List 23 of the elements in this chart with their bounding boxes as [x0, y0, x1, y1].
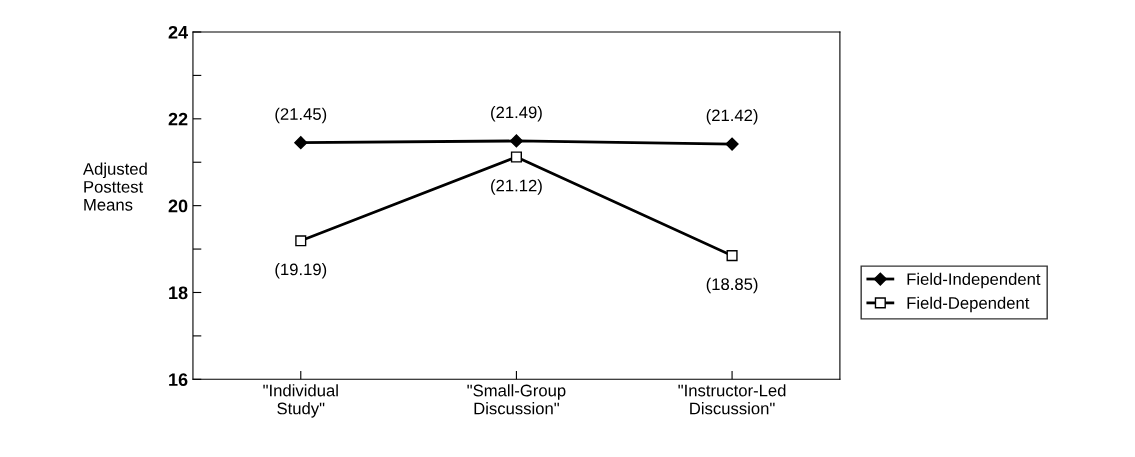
point	[510, 151, 522, 163]
y-tick-label: 24	[168, 25, 188, 39]
point	[294, 136, 308, 150]
point	[725, 137, 739, 151]
data-label: (21.45)	[275, 107, 327, 124]
data-label: (21.12)	[491, 179, 542, 195]
point	[295, 235, 307, 247]
legend-label: Field-Dependent	[907, 296, 1030, 313]
data-label: (18.85)	[706, 277, 758, 294]
y-tick-label: 18	[169, 286, 188, 300]
data-label: (21.49)	[491, 105, 542, 122]
data-label: (21.42)	[706, 109, 758, 125]
point	[726, 250, 738, 262]
y-tick-label: 16	[169, 373, 188, 387]
x-tick-label: "Small-Group Discussion"	[467, 384, 566, 415]
x-tick-label: "Instructor-Led Discussion"	[678, 384, 786, 415]
legend-label: Field-Independent	[907, 272, 1041, 289]
y-tick-label: 22	[168, 112, 188, 126]
x-tick-label: "Individual Study"	[263, 384, 338, 418]
y-tick-label: 20	[168, 199, 188, 213]
data-label: (19.19)	[275, 263, 327, 279]
point	[509, 134, 524, 148]
y-axis-title: Adjusted Posttest Means	[83, 162, 147, 211]
